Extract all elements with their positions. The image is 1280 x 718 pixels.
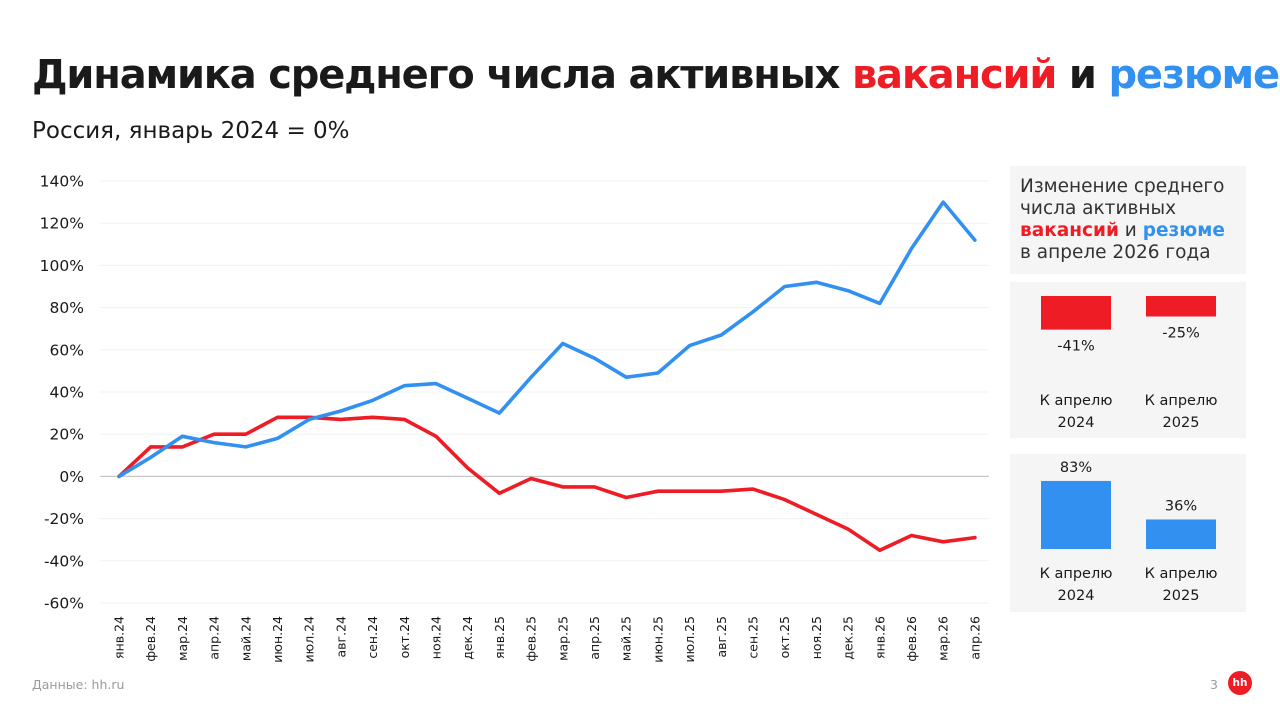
title-and: и	[1056, 52, 1109, 98]
x-tick-label: апр.25	[587, 616, 602, 660]
page-title: Динамика среднего числа активных ваканси…	[32, 52, 1280, 98]
y-tick-label: 100%	[40, 257, 84, 275]
chart-series	[117, 200, 977, 553]
x-tick-label: окт.24	[397, 616, 412, 658]
x-tick-label: авг.25	[714, 616, 729, 657]
bar-category-label-year: 2025	[1163, 415, 1200, 431]
x-tick-label: авг.24	[333, 616, 348, 658]
heading-line4: в апреле 2026 года	[1020, 242, 1211, 263]
page-subtitle: Россия, январь 2024 = 0%	[32, 118, 350, 144]
heading-line3: вакансий и резюме	[1020, 220, 1236, 242]
y-tick-label: -40%	[44, 552, 84, 570]
x-tick-label: мар.24	[175, 616, 190, 661]
hh-logo: hh	[1228, 671, 1252, 695]
x-tick-label: май.24	[238, 616, 253, 661]
side-panel-heading: Изменение среднего числа активных ваканс…	[1010, 166, 1246, 274]
bar-category-label: К апрелю	[1040, 566, 1113, 582]
y-tick-label: -60%	[44, 595, 84, 613]
title-part1: Динамика среднего числа активных	[32, 52, 852, 98]
x-tick-label: июл.24	[302, 616, 317, 663]
bar-category-label-year: 2024	[1058, 415, 1095, 431]
y-tick-label: 120%	[40, 215, 84, 233]
x-axis-ticks: янв.24 фев.24 мар.24 апр.24 май.24 июн.24 июл.…	[112, 616, 983, 663]
title-resumes: резюме	[1108, 52, 1280, 98]
page-number: 3	[1210, 677, 1218, 692]
y-tick-label: 0%	[59, 468, 84, 486]
bar-category-label: К апрелю	[1145, 566, 1218, 582]
heading-line2: числа активных	[1020, 198, 1177, 219]
y-tick-label: 140%	[40, 173, 84, 191]
x-tick-label: янв.25	[492, 616, 507, 659]
bar	[1041, 296, 1111, 330]
x-tick-label: мар.25	[555, 616, 570, 661]
y-tick-label: 60%	[50, 341, 84, 359]
vacancies-bar-panel: -41% К апрелю 2024 -25% К апрелю 2025	[1010, 282, 1246, 438]
x-tick-label: фев.26	[904, 616, 919, 662]
resumes-bar-chart: 83% К апрелю 2024 36% К апрелю 2025	[1040, 460, 1218, 604]
x-tick-label: сен.25	[746, 616, 761, 659]
x-tick-label: янв.26	[872, 616, 887, 659]
y-axis-ticks: 140% 120% 100% 80% 60% 40% 20% 0% -20% -40% -60%	[40, 173, 84, 613]
heading-and: и	[1118, 220, 1143, 241]
line-chart: 140% 120% 100% 80% 60% 40% 20% 0% -20% -40% -60% я…	[40, 173, 989, 663]
series-line-vacancies	[117, 415, 977, 553]
y-tick-label: 80%	[50, 299, 84, 317]
resumes-bar-panel: 83% К апрелю 2024 36% К апрелю 2025	[1010, 454, 1246, 612]
x-tick-label: окт.25	[777, 616, 792, 658]
series-line-resumes	[117, 200, 977, 479]
x-tick-label: май.25	[619, 616, 634, 661]
vacancies-bar-chart: -41% К апрелю 2024 -25% К апрелю 2025	[1040, 296, 1218, 431]
bar	[1146, 519, 1216, 549]
x-tick-label: дек.25	[841, 616, 856, 660]
x-tick-label: апр.26	[967, 616, 982, 660]
heading-vacancies: вакансий	[1020, 220, 1119, 241]
x-tick-label: июл.25	[682, 616, 697, 663]
x-tick-label: ноя.24	[429, 616, 444, 659]
bar-value-label: -25%	[1162, 326, 1199, 342]
x-tick-label: мар.26	[936, 616, 951, 661]
bar	[1041, 480, 1111, 549]
x-tick-label: июн.25	[650, 616, 665, 663]
bar-category-label: К апрелю	[1145, 393, 1218, 409]
x-tick-label: ноя.25	[809, 616, 824, 659]
bar	[1146, 296, 1216, 317]
heading-line1: Изменение среднего	[1020, 176, 1225, 197]
title-vacancies: вакансий	[851, 52, 1057, 98]
x-tick-label: апр.24	[207, 616, 222, 660]
x-tick-label: июн.24	[270, 616, 285, 663]
y-tick-label: 20%	[50, 426, 84, 444]
heading-resumes: резюме	[1142, 220, 1225, 241]
bar-category-label: К апрелю	[1040, 393, 1113, 409]
bar-value-label: 83%	[1060, 460, 1092, 476]
chart-grid	[100, 180, 989, 604]
x-tick-label: янв.24	[112, 616, 127, 659]
x-tick-label: дек.24	[460, 616, 475, 660]
x-tick-label: фев.25	[524, 616, 539, 662]
bar-category-label-year: 2024	[1058, 588, 1095, 604]
y-tick-label: 40%	[50, 384, 84, 402]
bar-category-label-year: 2025	[1163, 588, 1200, 604]
bar-value-label: 36%	[1165, 498, 1197, 514]
data-source: Данные: hh.ru	[32, 677, 125, 692]
x-tick-label: фев.24	[143, 616, 158, 662]
bar-value-label: -41%	[1057, 339, 1094, 355]
y-tick-label: -20%	[44, 510, 84, 528]
x-tick-label: сен.24	[365, 616, 380, 659]
